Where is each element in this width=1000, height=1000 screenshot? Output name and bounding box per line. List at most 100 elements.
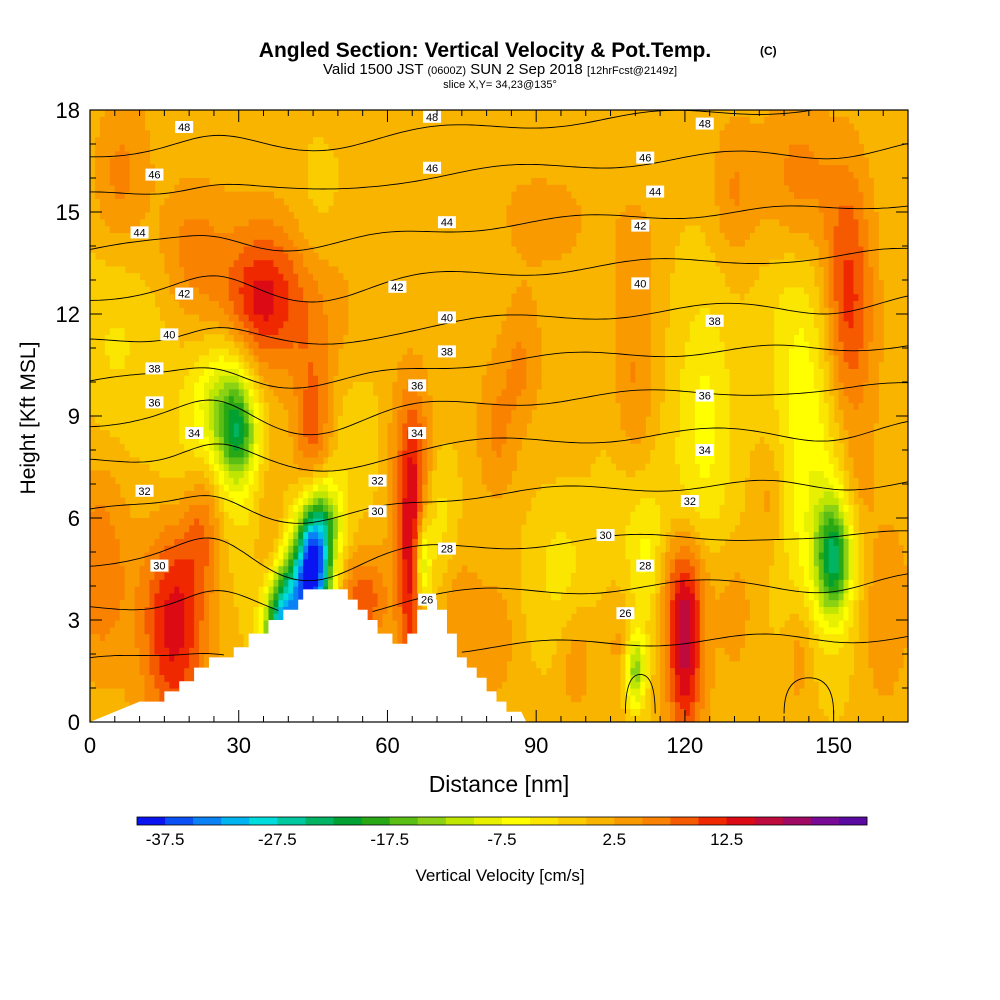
velocity-cell	[248, 456, 255, 465]
velocity-cell	[679, 613, 691, 621]
velocity-cell	[283, 273, 299, 281]
velocity-cell	[204, 470, 215, 478]
velocity-cell	[213, 531, 220, 539]
velocity-cell	[843, 518, 850, 526]
velocity-cell	[674, 660, 681, 669]
velocity-cell	[283, 402, 299, 410]
velocity-cell	[387, 477, 394, 485]
velocity-cell	[739, 178, 785, 186]
velocity-cell	[253, 606, 260, 614]
velocity-cell	[327, 531, 334, 539]
velocity-cell	[402, 565, 408, 573]
velocity-cell	[194, 620, 200, 628]
x-tick-label: 150	[815, 733, 852, 758]
velocity-cell	[615, 252, 651, 261]
velocity-cell	[90, 341, 106, 349]
velocity-cell	[248, 327, 260, 335]
velocity-cell	[848, 443, 874, 451]
velocity-cell	[486, 368, 508, 376]
velocity-cell	[873, 273, 879, 281]
velocity-cell	[204, 565, 215, 573]
velocity-cell	[323, 545, 329, 553]
velocity-cell	[496, 341, 517, 349]
velocity-cell	[109, 518, 180, 526]
velocity-cell	[665, 599, 671, 607]
velocity-cell	[243, 320, 255, 329]
velocity-cell	[838, 205, 855, 213]
velocity-cell	[407, 409, 418, 417]
colorbar-tick-label: -37.5	[146, 830, 185, 849]
velocity-cell	[347, 477, 379, 485]
velocity-cell	[218, 429, 225, 437]
velocity-cell	[268, 572, 275, 580]
velocity-cell	[828, 422, 840, 431]
velocity-cell	[90, 660, 141, 669]
velocity-cell	[868, 654, 904, 662]
velocity-cell	[853, 307, 864, 315]
velocity-cell	[124, 334, 170, 342]
velocity-cell	[674, 565, 696, 573]
velocity-cell	[684, 579, 696, 587]
velocity-cell	[818, 157, 869, 165]
velocity-cell	[347, 524, 359, 533]
velocity-cell	[159, 579, 195, 587]
velocity-cell	[332, 497, 339, 505]
velocity-cell	[397, 450, 403, 458]
velocity-cell	[253, 382, 260, 390]
velocity-cell	[268, 579, 275, 587]
velocity-cell	[813, 524, 820, 533]
velocity-cell	[114, 531, 161, 539]
velocity-cell	[273, 307, 289, 315]
velocity-cell	[689, 647, 696, 655]
velocity-cell	[228, 273, 245, 281]
velocity-cell	[714, 422, 731, 431]
velocity-cell	[665, 558, 671, 567]
velocity-cell	[233, 518, 250, 526]
velocity-cell	[868, 626, 908, 635]
velocity-cell	[332, 511, 339, 519]
velocity-cell	[615, 579, 631, 587]
velocity-cell	[858, 490, 874, 499]
velocity-cell	[124, 327, 165, 335]
contour-label: 38	[148, 363, 160, 375]
velocity-cell	[412, 518, 418, 526]
velocity-cell	[268, 606, 275, 614]
velocity-cell	[164, 198, 284, 206]
velocity-cell	[679, 375, 701, 383]
velocity-cell	[323, 572, 329, 580]
velocity-cell	[258, 368, 289, 376]
velocity-cell	[679, 232, 706, 240]
velocity-cell	[208, 361, 240, 369]
velocity-cell	[506, 422, 527, 431]
velocity-cell	[179, 225, 215, 233]
velocity-cell	[303, 538, 309, 546]
velocity-cell	[223, 307, 235, 315]
velocity-cell	[268, 599, 275, 607]
velocity-cell	[417, 579, 423, 587]
velocity-cell	[402, 388, 418, 397]
velocity-cell	[218, 388, 230, 397]
velocity-cell	[818, 334, 825, 342]
velocity-cell	[392, 599, 398, 607]
x-tick-label: 90	[524, 733, 548, 758]
velocity-cell	[694, 606, 701, 614]
velocity-cell	[674, 443, 696, 451]
velocity-cell	[793, 450, 830, 458]
velocity-cell	[873, 667, 899, 675]
velocity-cell	[327, 538, 334, 546]
velocity-cell	[803, 565, 810, 573]
velocity-cell	[243, 266, 279, 274]
velocity-cell	[139, 647, 151, 655]
velocity-cell	[853, 545, 860, 553]
velocity-cell	[248, 402, 255, 410]
velocity-cell	[174, 586, 180, 594]
velocity-cell	[779, 300, 810, 308]
velocity-cell	[243, 388, 250, 397]
velocity-cell	[189, 280, 230, 288]
velocity-cell	[273, 286, 289, 295]
velocity-cell	[764, 116, 850, 125]
velocity-cell	[843, 477, 850, 485]
velocity-cell	[90, 524, 116, 533]
velocity-cell	[149, 660, 161, 669]
velocity-cell	[749, 286, 785, 295]
